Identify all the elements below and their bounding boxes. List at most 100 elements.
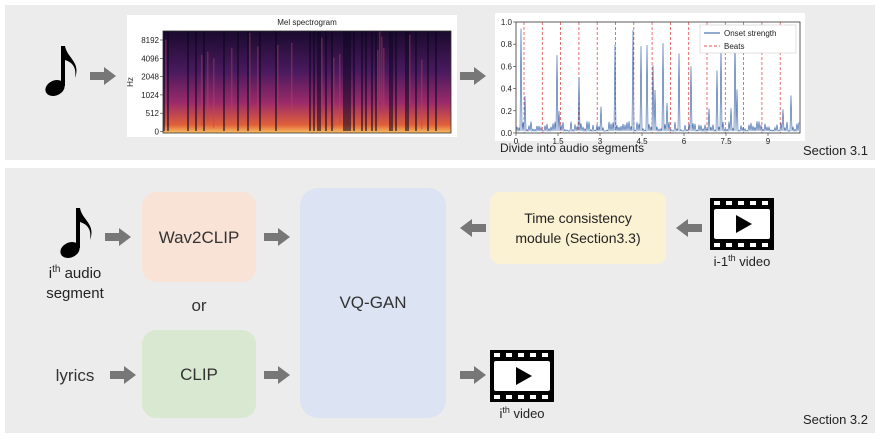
lyrics-label: lyrics	[56, 366, 95, 385]
texture	[163, 31, 165, 131]
or-label: or	[191, 296, 206, 315]
legend-label: Beats	[724, 42, 744, 51]
texture	[435, 31, 437, 131]
texture	[291, 42, 293, 113]
y-tick-label: 1.0	[501, 18, 513, 27]
vqgan-label: VQ-GAN	[339, 293, 406, 312]
y-tick-label: 1024	[141, 91, 159, 100]
video-icon	[710, 198, 774, 250]
frame	[515, 21, 801, 134]
video-label: ith video	[499, 405, 544, 421]
texture	[407, 31, 409, 131]
x-tick-label: 1.5	[552, 137, 564, 146]
x-tick-label: 7.5	[720, 137, 732, 146]
audio-label: segment	[46, 285, 104, 302]
texture	[347, 31, 349, 131]
x-tick-label: 0	[514, 137, 519, 146]
caption: Divide into audio segments	[500, 141, 644, 155]
texture	[343, 31, 345, 131]
texture	[249, 32, 251, 103]
time-module-box	[490, 192, 666, 264]
texture	[365, 31, 367, 131]
texture	[377, 50, 379, 121]
texture	[383, 47, 385, 118]
spectrogram	[163, 31, 451, 133]
texture	[257, 46, 259, 117]
text: i	[49, 265, 52, 282]
texture	[375, 31, 377, 131]
x-tick-label: 9	[766, 137, 771, 146]
texture	[275, 31, 277, 131]
text: i-1	[714, 254, 728, 269]
texture	[187, 31, 189, 131]
audio-label: ith audio	[49, 264, 102, 282]
texture	[389, 31, 391, 131]
time-module-label: Time consistency	[524, 210, 632, 226]
texture	[349, 31, 351, 131]
texture	[277, 44, 279, 115]
texture	[319, 31, 321, 131]
section-label: Section 3.2	[803, 412, 868, 427]
text: th	[52, 264, 60, 275]
text: video	[736, 254, 771, 269]
y-tick-label: 2048	[141, 73, 159, 82]
texture	[317, 31, 319, 131]
video-icon	[490, 350, 554, 402]
texture	[201, 55, 203, 126]
spectrogram-title: Mel spectrogram	[277, 18, 337, 27]
texture	[353, 31, 355, 131]
texture	[409, 34, 411, 105]
y-tick-label: 0.0	[501, 129, 513, 138]
text: th	[502, 405, 510, 415]
texture	[207, 51, 209, 122]
spectrogram-yticks: 8192 4096 2048 1024 512 0	[141, 36, 163, 137]
texture	[415, 31, 417, 131]
texture	[405, 31, 407, 131]
texture	[395, 31, 397, 131]
wav2clip-box	[142, 192, 256, 282]
wav2clip-label: Wav2CLIP	[159, 228, 240, 247]
texture	[313, 31, 315, 131]
texture	[195, 31, 197, 131]
texture	[165, 39, 167, 110]
text: th	[728, 253, 736, 263]
frame	[162, 30, 452, 134]
texture	[321, 37, 323, 108]
section-label: Section 3.1	[803, 143, 868, 158]
video-label: i-1th video	[714, 253, 771, 269]
texture	[345, 31, 347, 131]
texture	[237, 31, 239, 131]
texture	[203, 31, 205, 131]
y-tick-label: 0.4	[501, 85, 513, 94]
texture	[331, 31, 333, 131]
legend-label: Onset strength	[724, 29, 776, 38]
texture	[223, 31, 225, 131]
texture	[259, 31, 261, 131]
texture	[247, 31, 249, 131]
texture	[381, 36, 383, 107]
texture	[361, 31, 363, 131]
text: i	[499, 406, 502, 421]
spectrogram-texture	[162, 30, 452, 134]
texture	[379, 31, 381, 102]
texture	[421, 59, 423, 130]
time-module-label: module (Section3.3)	[515, 230, 640, 246]
y-tick-label: 512	[146, 109, 160, 118]
text: video	[510, 406, 545, 421]
texture	[391, 31, 393, 131]
texture	[333, 57, 335, 128]
y-tick-label: 0.2	[501, 107, 513, 116]
clip-label: CLIP	[180, 365, 218, 384]
x-tick-label: 4.5	[636, 137, 648, 146]
vqgan-box	[300, 188, 446, 418]
y-tick-label: 4096	[141, 54, 159, 63]
texture	[427, 31, 429, 131]
onset-plot: 0.0 0.2 0.4 0.6 0.8 1.0 0 1.5 3 4.5 6 7.5 9 Onset str…	[501, 18, 801, 146]
texture	[371, 31, 373, 131]
clip-box	[142, 330, 256, 418]
texture	[167, 31, 169, 131]
onset-texture	[515, 28, 800, 133]
x-tick-label: 6	[682, 137, 687, 146]
